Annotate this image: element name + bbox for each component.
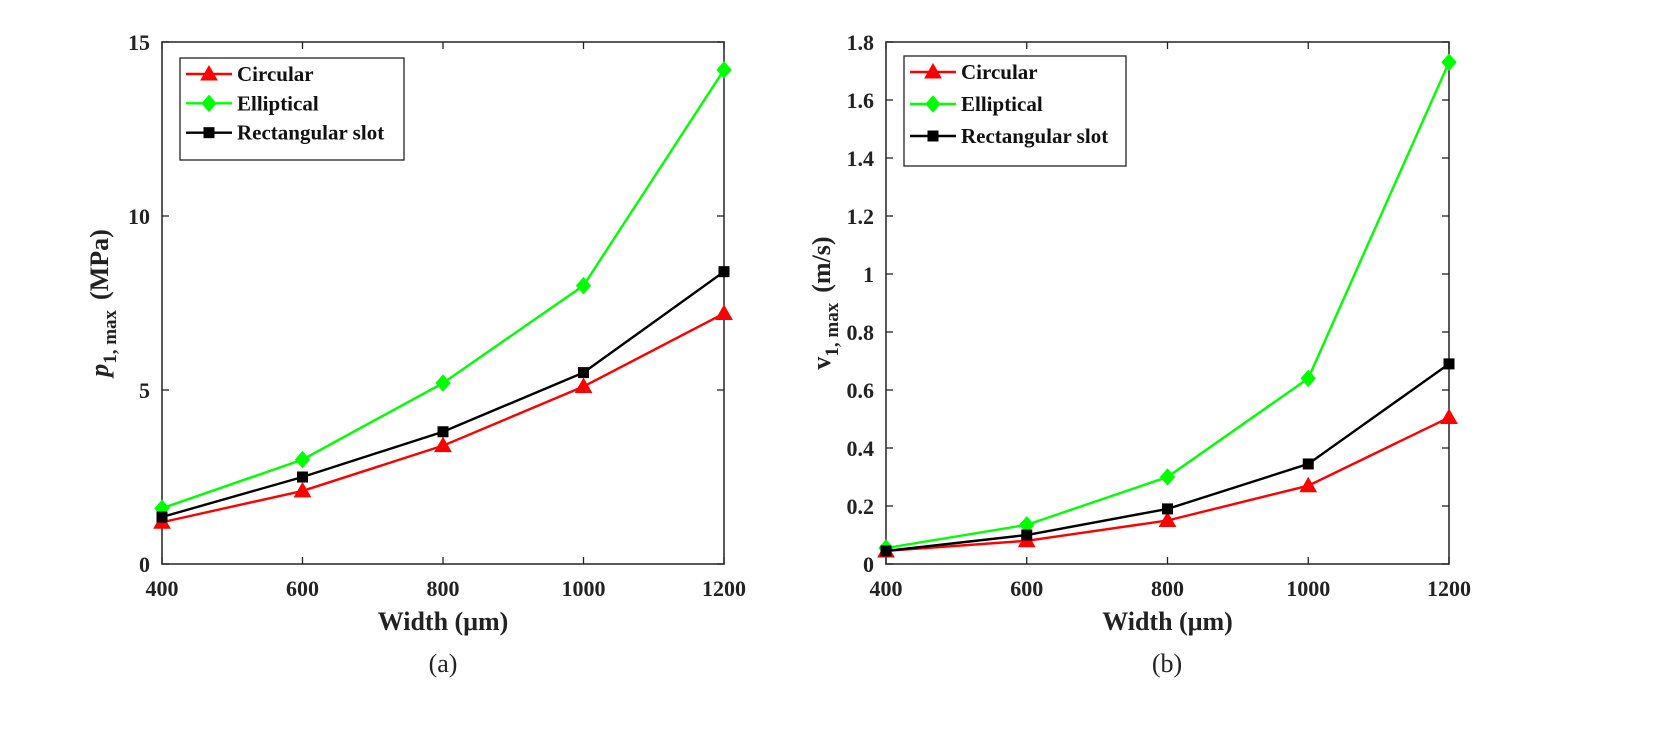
legend-marker [203,127,215,139]
series-circular [153,304,733,529]
y-tick-label: 0.8 [847,320,875,345]
legend-label: Elliptical [961,92,1043,116]
data-point [1158,511,1177,527]
data-point [1443,358,1455,370]
data-point [435,374,451,392]
data-point [718,266,730,278]
legend-label: Circular [961,60,1038,84]
legend-marker [200,64,218,81]
x-tick-label: 800 [427,576,460,601]
y-tick-label: 1.6 [847,88,875,113]
y-tick-label: 0.6 [847,378,875,403]
x-tick-label: 1200 [1427,576,1471,601]
data-point [437,426,449,438]
legend-label: Circular [237,62,314,86]
x-tick-label: 1000 [562,576,606,601]
y-tick-label: 0.4 [847,436,875,461]
y-tick-label: 1.2 [847,204,875,229]
data-point [716,61,732,79]
series-rectangular-slot [880,358,1455,557]
x-tick-label: 1000 [1286,576,1330,601]
legend-marker [927,130,939,142]
y-tick-label: 0 [139,552,150,577]
panel-caption: (a) [429,649,458,678]
data-point [1299,476,1318,493]
x-tick-label: 400 [146,576,179,601]
y-tick-label: 10 [128,204,150,229]
legend-marker [201,94,217,113]
x-axis-label: Width (μm) [378,607,509,636]
data-point [297,471,308,483]
data-point [880,545,892,557]
data-point [578,367,589,379]
data-point [1440,408,1458,425]
data-point [1300,369,1316,388]
data-point [1441,53,1457,72]
data-point [1159,468,1176,486]
legend-label: Rectangular slot [961,124,1108,148]
data-point [156,511,168,523]
series-rectangular-slot [156,266,730,523]
legend-box [903,55,1127,167]
y-tick-label: 1.4 [847,146,875,171]
legend-marker [925,95,941,113]
y-tick-label: 15 [128,30,150,55]
y-axis-label: p1, max(MPa) [85,229,121,379]
x-tick-label: 600 [1010,576,1043,601]
series-circular [877,408,1458,558]
x-tick-label: 600 [286,576,319,601]
data-point [715,304,733,320]
chart-b: 400 600 800 1000 1200 0 0.2 0.4 0.6 0.8 1 1.2 1.4 1.6… [807,30,1471,678]
data-point [574,377,593,394]
x-tick-label: 400 [870,576,903,601]
y-tick-label: 5 [139,378,150,403]
legend-marker [924,62,942,79]
legend-label: Rectangular slot [237,121,384,145]
data-point [434,436,452,453]
chart-a: 400 600 800 1000 1200 0 5 10 15 Width (μm) p1, max… [85,30,746,678]
legend-label: Elliptical [237,91,319,115]
data-point [1021,529,1033,541]
y-tick-label: 0 [863,552,874,577]
x-tick-label: 800 [1151,576,1184,601]
y-tick-label: 0.2 [847,494,875,519]
x-axis-label: Width (μm) [1102,607,1233,636]
data-point [1162,503,1173,515]
series-line [161,312,725,524]
legend: Circular Elliptical Rectangular slot [903,55,1127,167]
y-axis-label: v1, max(m/s) [807,236,843,369]
data-point [294,450,311,469]
legend: Circular Elliptical Rectangular slot [179,57,405,161]
data-point [1302,458,1314,470]
data-point [575,276,592,295]
y-tick-label: 1 [863,262,874,287]
y-tick-label: 1.8 [847,30,875,55]
x-tick-label: 1200 [702,576,746,601]
panel-caption: (b) [1152,649,1182,678]
data-point [293,481,312,498]
